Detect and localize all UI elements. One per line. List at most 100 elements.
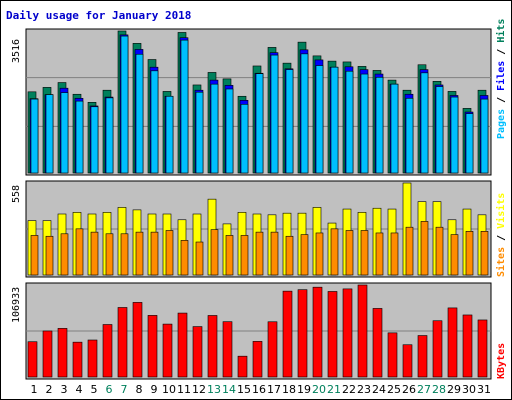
kbytes-bar — [102, 324, 113, 378]
kbytes-bar — [342, 288, 353, 378]
day-labels-group: 1 2 3 4 5 6 7 8 9 10 11 12 13 14 15 16 17 18 19 20 21 22 23 24 2… — [31, 383, 492, 396]
pages-bar — [345, 70, 354, 174]
pages-bar — [135, 53, 144, 174]
kbytes-bar — [357, 284, 368, 378]
legend-pages: Pages — [496, 109, 507, 139]
sites-bar — [240, 235, 249, 276]
sites-bar — [105, 233, 114, 276]
pages-bar — [120, 35, 129, 174]
day-label: 21 — [327, 383, 341, 396]
legend-files: Files — [495, 61, 507, 91]
kbytes-bar — [447, 307, 458, 378]
kbytes-bar — [267, 321, 278, 378]
sites-bar — [300, 234, 309, 276]
sites-bar — [30, 235, 39, 276]
pages-bar — [225, 88, 234, 174]
pages-bar — [60, 92, 69, 174]
kbytes-bar — [57, 328, 68, 378]
legend-hits: Hits — [495, 19, 507, 43]
day-label: 20 — [312, 383, 326, 396]
sites-bar — [465, 231, 474, 276]
right-legend-middle: Sites / Visits — [495, 193, 507, 277]
day-label: 13 — [207, 383, 221, 396]
sites-bar — [435, 226, 444, 276]
kbytes-bar — [327, 291, 338, 378]
pages-bar — [315, 65, 324, 174]
pages-bar — [360, 73, 369, 174]
day-label: 18 — [282, 383, 296, 396]
kbytes-bar — [72, 341, 83, 378]
kbytes-bar — [177, 312, 188, 378]
kbytes-bar — [252, 341, 263, 378]
pages-bar — [150, 70, 159, 174]
day-label: 28 — [432, 383, 446, 396]
day-label: 31 — [477, 383, 491, 396]
chart-title: Daily usage for January 2018 — [6, 9, 191, 22]
right-legend-bottom: KBytes — [496, 343, 507, 379]
legend-kbytes: KBytes — [496, 343, 507, 379]
pages-bar — [210, 83, 219, 174]
bottom-bars-group — [27, 284, 488, 378]
sites-bar — [180, 240, 189, 276]
middle-bars-group — [27, 182, 489, 276]
pages-bar — [195, 91, 204, 174]
day-label: 1 — [31, 383, 38, 396]
sites-bar — [450, 234, 459, 276]
pages-bar — [465, 113, 474, 174]
pages-bar — [90, 106, 99, 174]
kbytes-bar — [432, 320, 443, 378]
sites-bar — [390, 232, 399, 276]
sites-bar — [375, 232, 384, 276]
pages-bar — [285, 69, 294, 174]
day-label: 11 — [177, 383, 191, 396]
top-bars-group — [27, 30, 489, 174]
day-label: 5 — [91, 383, 98, 396]
sites-bar — [345, 230, 354, 276]
pages-bar — [180, 39, 189, 174]
pages-bar — [300, 53, 309, 174]
kbytes-bar — [372, 308, 383, 378]
kbytes-bar — [132, 302, 143, 378]
pages-bar — [240, 104, 249, 174]
pages-bar — [420, 72, 429, 174]
kbytes-bar — [402, 344, 413, 378]
day-label: 8 — [136, 383, 143, 396]
day-label: 6 — [106, 383, 113, 396]
bottom-ymax-label: 106933 — [11, 287, 22, 323]
middle-ymax-label: 558 — [11, 185, 22, 203]
day-label: 16 — [252, 383, 266, 396]
sites-bar — [225, 235, 234, 276]
kbytes-bar — [477, 319, 488, 378]
kbytes-bar — [87, 339, 98, 378]
sites-bar — [330, 228, 339, 276]
day-label: 4 — [76, 383, 83, 396]
day-label: 27 — [417, 383, 431, 396]
sites-bar — [75, 228, 84, 276]
kbytes-bar — [312, 286, 323, 378]
sites-bar — [315, 232, 324, 276]
sites-bar — [210, 229, 219, 276]
day-label: 3 — [61, 383, 68, 396]
day-label: 19 — [297, 383, 311, 396]
kbytes-bar — [282, 290, 293, 378]
sites-bar — [270, 231, 279, 276]
day-label: 25 — [387, 383, 401, 396]
day-label: 29 — [447, 383, 461, 396]
kbytes-bar — [192, 326, 203, 378]
kbytes-bar — [462, 314, 473, 378]
day-label: 7 — [121, 383, 128, 396]
kbytes-bar — [42, 330, 53, 378]
pages-bar — [45, 94, 54, 174]
pages-bar — [75, 100, 84, 174]
kbytes-bar — [222, 321, 233, 378]
sites-bar — [90, 231, 99, 276]
pages-bar — [105, 97, 114, 174]
sites-bar — [255, 231, 264, 276]
sites-bar — [420, 221, 429, 276]
day-label: 23 — [357, 383, 371, 396]
kbytes-bar — [417, 335, 428, 378]
pages-bar — [255, 73, 264, 174]
sites-bar — [135, 231, 144, 276]
day-label: 2 — [46, 383, 53, 396]
